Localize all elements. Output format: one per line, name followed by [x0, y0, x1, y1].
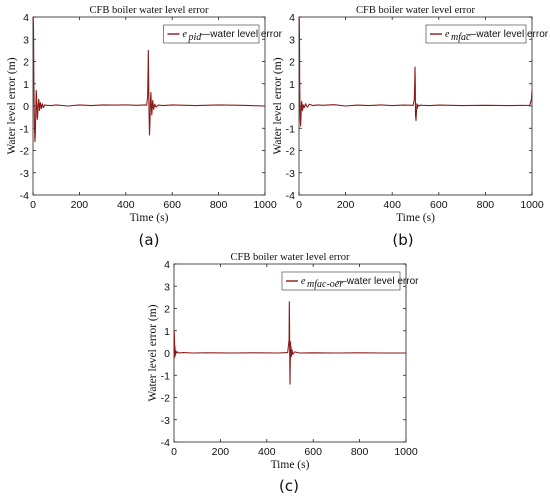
x-tick-label: 0	[171, 446, 177, 458]
legend-symbol: e	[301, 276, 306, 287]
x-tick-label: 1000	[253, 199, 277, 211]
y-tick-label: -2	[286, 146, 295, 158]
x-axis-label: Time (s)	[271, 459, 310, 471]
y-tick-label: 0	[164, 348, 170, 360]
x-tick-label: 200	[337, 199, 355, 211]
y-tick-label: 1	[23, 79, 29, 91]
x-axis-label: Time (s)	[130, 212, 169, 224]
x-tick-label: 0	[296, 199, 302, 211]
legend-symbol: e	[183, 29, 188, 40]
x-tick-label: 0	[30, 199, 36, 211]
y-axis-label: Water level error (m)	[272, 57, 284, 154]
y-tick-label: 2	[164, 304, 170, 316]
y-tick-label: 3	[23, 34, 29, 46]
chart-title: CFB boiler water level error	[231, 252, 350, 263]
x-tick-label: 1000	[520, 199, 544, 211]
y-tick-label: -4	[161, 437, 170, 449]
legend: e mfac—water level error	[425, 24, 549, 44]
y-tick-label: -4	[20, 190, 29, 202]
series-line	[173, 301, 406, 385]
x-tick-label: 600	[430, 199, 448, 211]
x-tick-label: 200	[212, 446, 230, 458]
legend-subscript: pid	[188, 32, 203, 43]
panel-label: (a)	[139, 231, 160, 249]
x-axis-label: Time (s)	[396, 212, 435, 224]
panel-label: (c)	[279, 477, 299, 495]
series-line	[298, 16, 533, 127]
legend: e mfac-oer—water level error	[281, 271, 419, 291]
legend-box	[163, 24, 260, 44]
legend-subscript: mfac-oer	[307, 279, 343, 290]
y-tick-label: 4	[164, 259, 170, 271]
chart-panel-a: CFB boiler water level error 0 200 400 600 80…	[6, 5, 283, 249]
x-tick-label: 800	[210, 199, 228, 211]
x-tick-label: 600	[163, 199, 181, 211]
legend-box	[281, 271, 401, 291]
chart-panel-b: CFB boiler water level error 0 200 400 600 80…	[272, 5, 549, 249]
x-tick-label: 400	[258, 446, 276, 458]
x-tick-label: 800	[351, 446, 369, 458]
y-tick-label: -1	[20, 123, 29, 135]
y-tick-label: 2	[289, 57, 295, 69]
y-tick-label: 3	[164, 281, 170, 293]
series-line	[32, 16, 266, 143]
y-tick-label: -3	[161, 415, 170, 427]
y-tick-label: -1	[161, 370, 170, 382]
y-tick-label: -3	[286, 168, 295, 180]
y-axis-label: Water level error (m)	[147, 304, 159, 401]
y-tick-label: 4	[23, 12, 29, 24]
chart-panel-c: CFB boiler water level error 0 200 400 600 80…	[147, 252, 419, 495]
y-tick-label: -2	[161, 393, 170, 405]
legend-text: —water level error	[200, 29, 282, 40]
x-tick-label: 1000	[394, 446, 418, 458]
legend: e pid —water level error	[163, 24, 283, 44]
x-tick-label: 400	[117, 199, 135, 211]
y-tick-label: 0	[289, 101, 295, 113]
y-tick-label: -4	[286, 190, 295, 202]
legend-symbol: e	[445, 29, 450, 40]
panel-label: (b)	[392, 231, 413, 249]
y-tick-label: 1	[164, 326, 170, 338]
y-tick-label: -2	[20, 146, 29, 158]
y-tick-label: -1	[286, 123, 295, 135]
x-tick-label: 800	[477, 199, 495, 211]
y-tick-label: 2	[23, 57, 29, 69]
y-tick-label: 4	[289, 12, 295, 24]
legend-text: —water level error	[337, 276, 419, 287]
x-tick-label: 400	[383, 199, 401, 211]
y-tick-label: -3	[20, 168, 29, 180]
x-tick-label: 600	[304, 446, 322, 458]
y-tick-label: 3	[289, 34, 295, 46]
y-tick-label: 0	[23, 101, 29, 113]
legend-subscript: mfac	[451, 32, 471, 43]
chart-title: CFB boiler water level error	[90, 5, 209, 16]
y-axis-label: Water level error (m)	[6, 57, 18, 154]
y-tick-label: 1	[289, 79, 295, 91]
chart-title: CFB boiler water level error	[356, 5, 475, 16]
legend-text: —water level error	[466, 29, 548, 40]
legend-box	[425, 24, 527, 44]
x-tick-label: 200	[71, 199, 89, 211]
